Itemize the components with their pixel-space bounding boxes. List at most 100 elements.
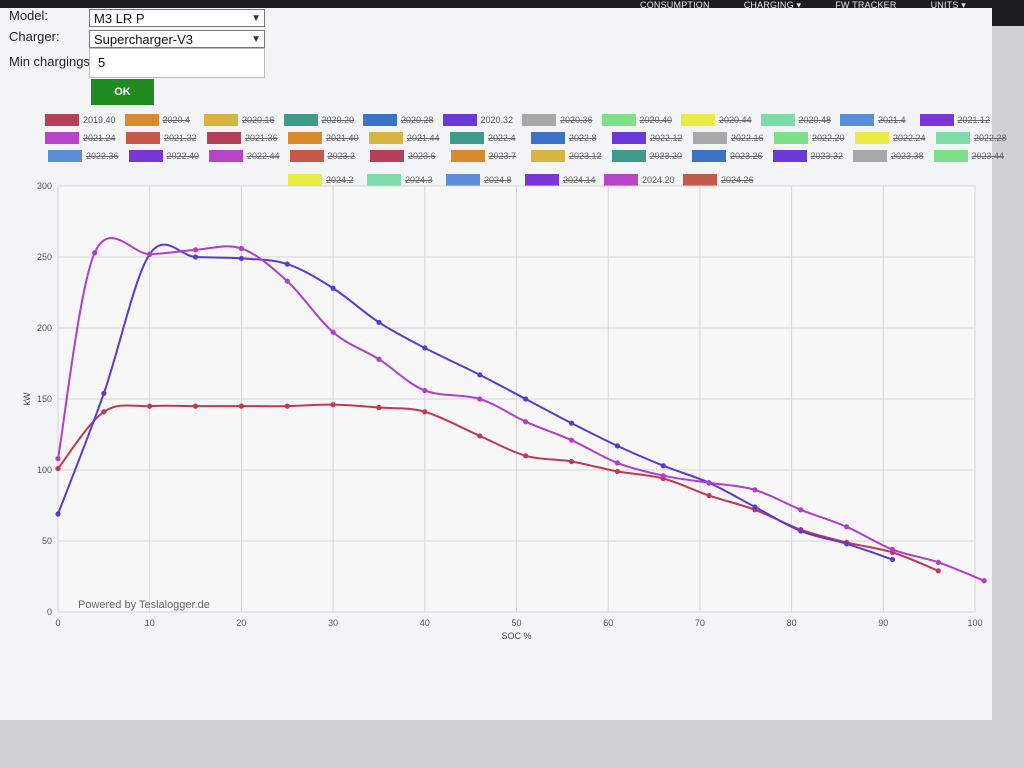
legend-swatch — [525, 174, 559, 186]
y-tick-label: 0 — [47, 607, 52, 617]
model-label: Model: — [9, 8, 49, 23]
y-axis-label: kW — [22, 392, 32, 406]
data-point — [568, 458, 575, 465]
legend-label: 2022.36 — [86, 151, 119, 161]
legend-label: 2021.12 — [957, 115, 991, 125]
legend-swatch — [601, 114, 636, 126]
legend-swatch — [683, 174, 717, 186]
nav-fw-tracker[interactable]: FW TRACKER — [835, 0, 897, 10]
data-point — [477, 396, 483, 402]
y-tick-label: 200 — [37, 323, 52, 333]
data-point — [330, 285, 336, 291]
legend-label: 2023.26 — [730, 151, 763, 161]
legend-label: 2023.32 — [810, 151, 844, 161]
nav-consumption[interactable]: CONSUMPTION — [640, 0, 710, 10]
legend-swatch — [207, 132, 241, 144]
data-point — [844, 541, 850, 547]
legend-swatch — [531, 132, 565, 144]
legend-swatch — [853, 150, 887, 162]
data-point — [238, 403, 244, 409]
data-point — [92, 250, 98, 256]
data-point — [192, 247, 199, 253]
legend-swatch — [919, 114, 954, 126]
legend-swatch — [681, 114, 715, 126]
data-point — [981, 578, 987, 584]
ok-button[interactable]: OK — [91, 79, 154, 105]
legend-swatch — [288, 174, 322, 186]
x-tick-label: 10 — [145, 618, 155, 628]
legend-swatch — [363, 114, 397, 126]
legend-label: 2023.12 — [569, 151, 602, 161]
legend-label: 2024.8 — [484, 175, 512, 185]
legend-swatch — [370, 150, 404, 162]
data-point — [798, 528, 804, 534]
data-point — [55, 456, 61, 462]
legend-label: 2023.2 — [327, 151, 356, 161]
model-select-value: M3 LR P — [94, 11, 145, 26]
x-tick-label: 60 — [603, 618, 613, 628]
legend-swatch — [204, 114, 238, 126]
nav-units[interactable]: UNITS ▾ — [930, 0, 966, 10]
x-tick-label: 90 — [878, 618, 888, 628]
legend-label: 2022.28 — [974, 133, 1007, 143]
legend-label: 2020.4 — [162, 115, 191, 125]
legend-label: 2023.6 — [408, 151, 436, 161]
legend-swatch — [936, 132, 970, 144]
chevron-down-icon: ▼ — [251, 13, 261, 24]
legend-swatch — [446, 174, 480, 186]
data-point — [935, 559, 941, 565]
min-chargings-input[interactable]: 5 — [89, 48, 265, 78]
data-point — [192, 254, 199, 260]
y-tick-label: 150 — [37, 394, 52, 404]
charger-select[interactable]: Supercharger-V3 ▼ — [89, 30, 265, 48]
data-point — [376, 404, 382, 411]
legend-label: 2022.16 — [731, 133, 764, 143]
legend-label: 2023.38 — [891, 151, 924, 161]
x-tick-label: 70 — [695, 618, 705, 628]
legend-label: 2023.20 — [649, 151, 683, 161]
data-point — [706, 492, 712, 499]
legend-label: 2020.40 — [639, 115, 673, 125]
legend-label: 2022.8 — [569, 133, 597, 143]
y-tick-label: 300 — [37, 181, 52, 191]
legend-label: 2021.32 — [164, 133, 197, 143]
legend-label: 2020.48 — [798, 115, 832, 125]
data-point — [147, 403, 153, 409]
data-point — [844, 524, 850, 530]
legend-label: 2021.24 — [83, 133, 116, 143]
data-point — [422, 409, 428, 415]
min-chargings-label: Min chargings — [9, 54, 90, 69]
x-tick-label: 30 — [328, 618, 338, 628]
x-tick-label: 100 — [967, 618, 982, 628]
legend-swatch — [45, 132, 79, 144]
legend-swatch — [612, 132, 646, 144]
legend-swatch — [522, 114, 556, 126]
data-point — [889, 546, 896, 553]
legend-label: 2024.20 — [642, 175, 675, 185]
data-point — [284, 261, 290, 267]
legend-swatch — [450, 132, 484, 144]
data-point — [523, 396, 529, 402]
data-point — [523, 453, 529, 459]
data-point — [284, 403, 290, 409]
legend-label: 2020.36 — [560, 115, 593, 125]
legend-swatch — [288, 132, 322, 144]
legend-label: 2023.7 — [488, 151, 517, 161]
legend-swatch — [126, 132, 160, 144]
legend-label: 2022.4 — [488, 133, 516, 143]
data-point — [889, 556, 896, 563]
legend-swatch — [442, 114, 477, 126]
series-line-2020.32 — [57, 243, 893, 561]
model-select[interactable]: M3 LR P ▼ — [89, 9, 265, 27]
data-point — [477, 372, 483, 378]
data-point — [238, 245, 244, 252]
legend-swatch — [611, 150, 646, 162]
legend-label: 2021.4 — [878, 115, 906, 125]
data-point — [614, 468, 620, 475]
x-tick-label: 0 — [55, 618, 60, 628]
data-point — [55, 465, 61, 472]
data-point — [376, 356, 382, 362]
y-tick-label: 100 — [37, 465, 52, 475]
nav-charging[interactable]: CHARGING ▾ — [743, 0, 802, 10]
legend-label: 2024.3 — [405, 175, 433, 185]
